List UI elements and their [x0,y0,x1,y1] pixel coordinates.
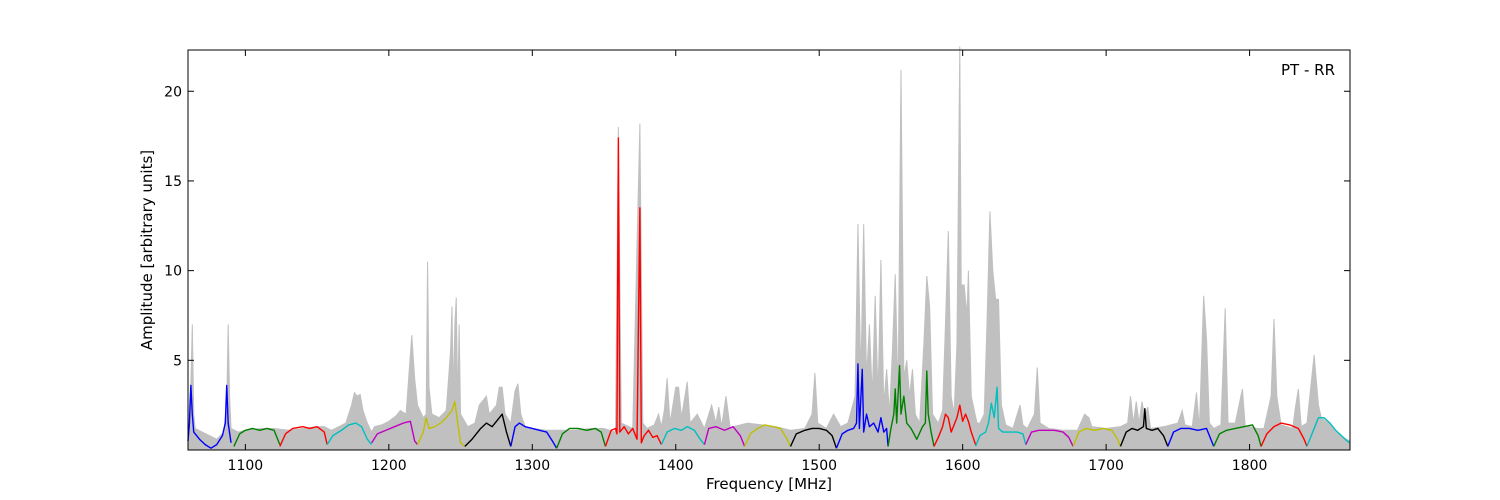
series-line-22 [1167,427,1215,447]
series-line-19 [1025,429,1074,447]
x-tick-label: 1200 [371,458,407,474]
series-group [187,137,1351,449]
series-line-11 [660,425,705,446]
series-line-6 [416,400,466,447]
x-tick-label: 1700 [1088,458,1124,474]
x-axis: 1100 1200 1300 1400 1500 1600 1700 1800 [228,50,1268,474]
plot-background [188,50,1350,450]
x-tick-label: 1300 [514,458,550,474]
series-line-5 [371,420,419,446]
series-line-18 [974,386,1027,447]
background-spectrum-area [187,46,1351,451]
x-tick-label: 1600 [945,458,981,474]
series-line-15 [835,363,889,449]
series-line-13 [743,424,792,447]
x-tick-label: 1100 [228,458,264,474]
x-axis-label: Frequency [MHz] [706,475,832,493]
series-line-20 [1072,427,1122,447]
series-line-21 [1119,408,1169,447]
series-line-24 [1260,422,1308,447]
plot-frame [187,49,1351,451]
series-line-23 [1213,424,1262,447]
series-line-12 [703,425,746,447]
series-line-4 [326,422,373,446]
x-tick-label: 1800 [1232,458,1268,474]
series-line-9 [556,427,607,449]
x-tick-label: 1400 [658,458,694,474]
series-line-17 [933,404,977,447]
y-tick-label: 5 [173,353,182,369]
series-line-8 [510,422,558,449]
series-line-2 [233,427,281,447]
series-line-3 [279,425,328,447]
series-line-7 [464,413,512,447]
x-tick-label: 1500 [801,458,837,474]
series-line-1 [187,384,232,449]
y-tick-label: 15 [164,174,182,190]
chart-annotation: PT - RR [1281,61,1335,79]
series-line-14 [789,427,838,449]
background-spectrum [187,46,1351,451]
y-axis-label: Amplitude [arbitrary units] [138,150,156,350]
series-line-25 [1306,417,1351,447]
y-tick-label: 20 [164,84,182,100]
series-line-16 [887,365,935,447]
series-line-10 [604,137,663,447]
y-tick-label: 10 [164,264,182,280]
y-axis: 5 10 15 20 [164,84,1350,369]
